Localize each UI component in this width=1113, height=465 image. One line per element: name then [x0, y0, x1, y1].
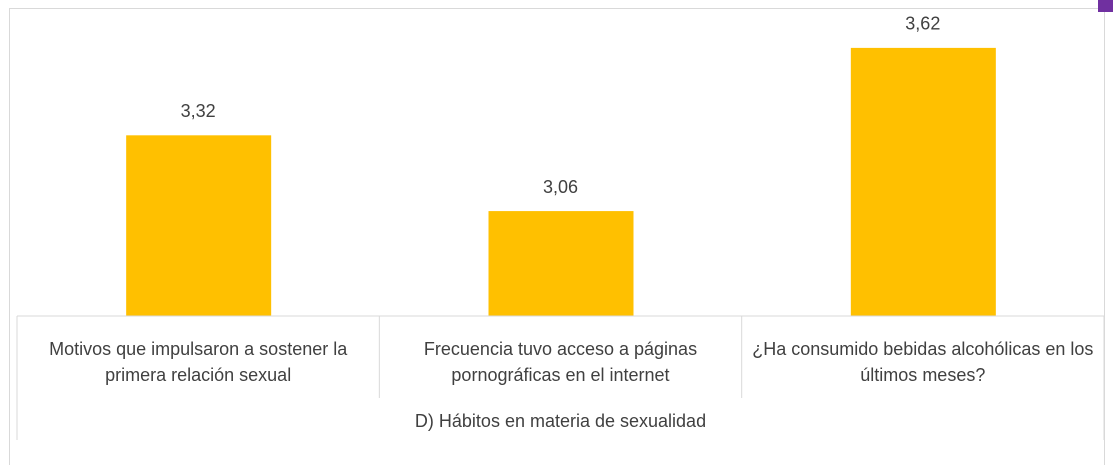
x-tick-label: Motivos que impulsaron a sostener la pri…: [49, 339, 348, 385]
bar: [488, 211, 634, 316]
bar: [850, 47, 996, 317]
value-label: 3,32: [181, 101, 216, 121]
chart-border: [9, 8, 1105, 465]
x-axis-label: D) Hábitos en materia de sexualidad: [414, 411, 707, 431]
x-tick-label: Frecuencia tuvo acceso a páginas pornogr…: [423, 339, 698, 385]
value-label: 3,06: [543, 177, 578, 197]
corner-mark: [1098, 0, 1113, 12]
value-label: 3,62: [905, 14, 940, 34]
x-tick-label: ¿Ha consumido bebidas alcohólicas en los…: [752, 339, 1094, 385]
bar: [126, 135, 272, 316]
